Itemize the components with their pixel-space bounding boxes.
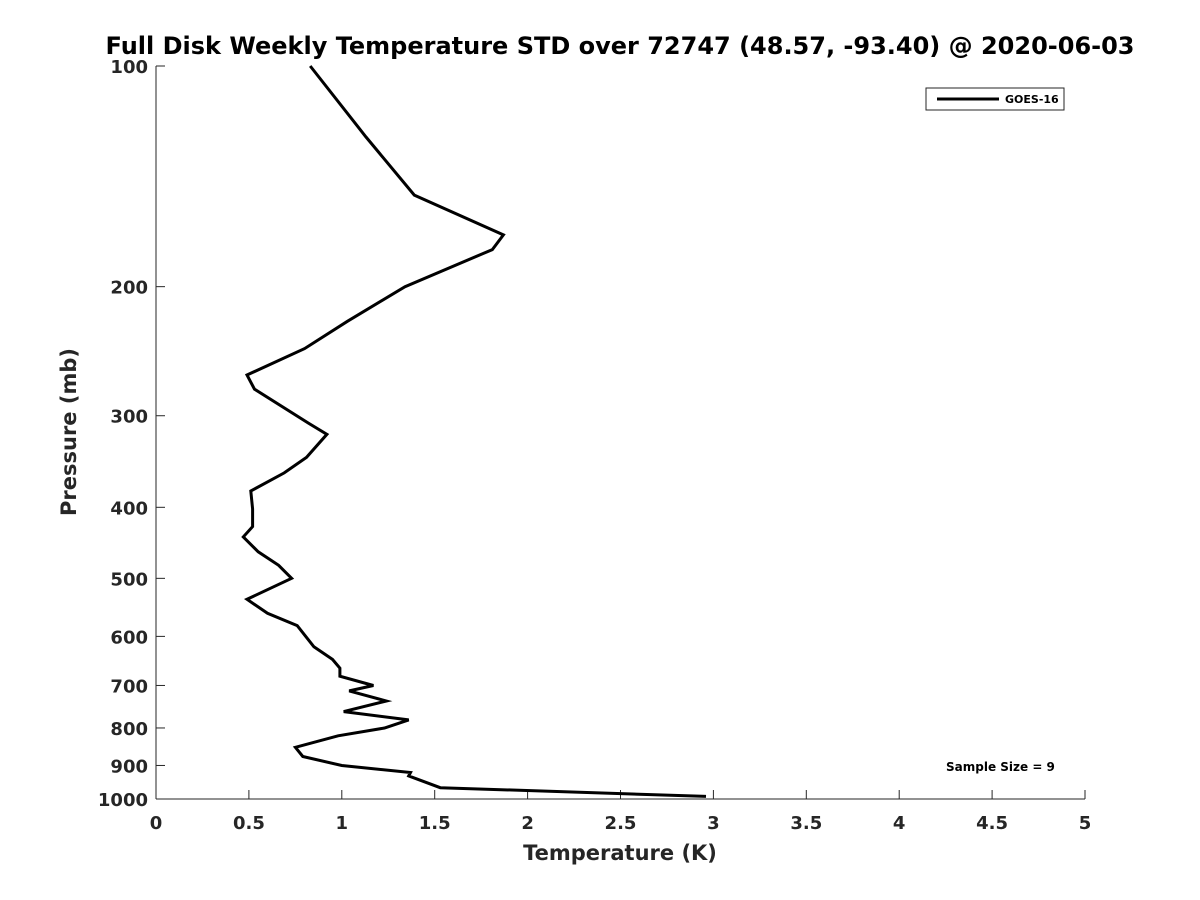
- series-layer: [241, 65, 707, 798]
- plot-area: [156, 66, 1085, 799]
- sample-size-annotation: Sample Size = 9: [946, 760, 1055, 774]
- y-tick-label: 300: [110, 407, 148, 428]
- y-tick-label: 900: [110, 756, 148, 777]
- y-tick-label: 700: [110, 676, 148, 697]
- legend: GOES-16: [925, 87, 1065, 111]
- x-axis-ticks: 0 0.5 1 1.5 2 2.5 3 3.5 4 4.5 5: [150, 790, 1092, 834]
- legend-entry-label: GOES-16: [1005, 93, 1059, 106]
- y-tick-label: 1000: [98, 790, 148, 811]
- chart-title: Full Disk Weekly Temperature STD over 72…: [106, 32, 1135, 60]
- x-tick-label: 5: [1079, 813, 1092, 834]
- y-tick-label: 400: [110, 498, 148, 519]
- x-tick-label: 0.5: [233, 813, 265, 834]
- x-tick-label: 3: [707, 813, 720, 834]
- series-line-goes-16: [241, 65, 707, 798]
- x-tick-label: 4: [893, 813, 906, 834]
- x-tick-label: 2.5: [605, 813, 637, 834]
- y-axis-ticks: 100 200 300 400 500 600 700 800 900 1000: [98, 57, 165, 811]
- y-tick-label: 800: [110, 719, 148, 740]
- x-axis-label: Temperature (K): [523, 841, 717, 865]
- y-tick-label: 100: [110, 57, 148, 78]
- x-tick-label: 0: [150, 813, 163, 834]
- x-tick-label: 1: [336, 813, 349, 834]
- x-tick-label: 4.5: [976, 813, 1008, 834]
- y-tick-label: 500: [110, 569, 148, 590]
- x-tick-label: 1.5: [419, 813, 451, 834]
- y-tick-label: 600: [110, 627, 148, 648]
- y-tick-label: 200: [110, 278, 148, 299]
- x-tick-label: 3.5: [790, 813, 822, 834]
- y-axis-label: Pressure (mb): [57, 348, 81, 516]
- x-tick-label: 2: [521, 813, 534, 834]
